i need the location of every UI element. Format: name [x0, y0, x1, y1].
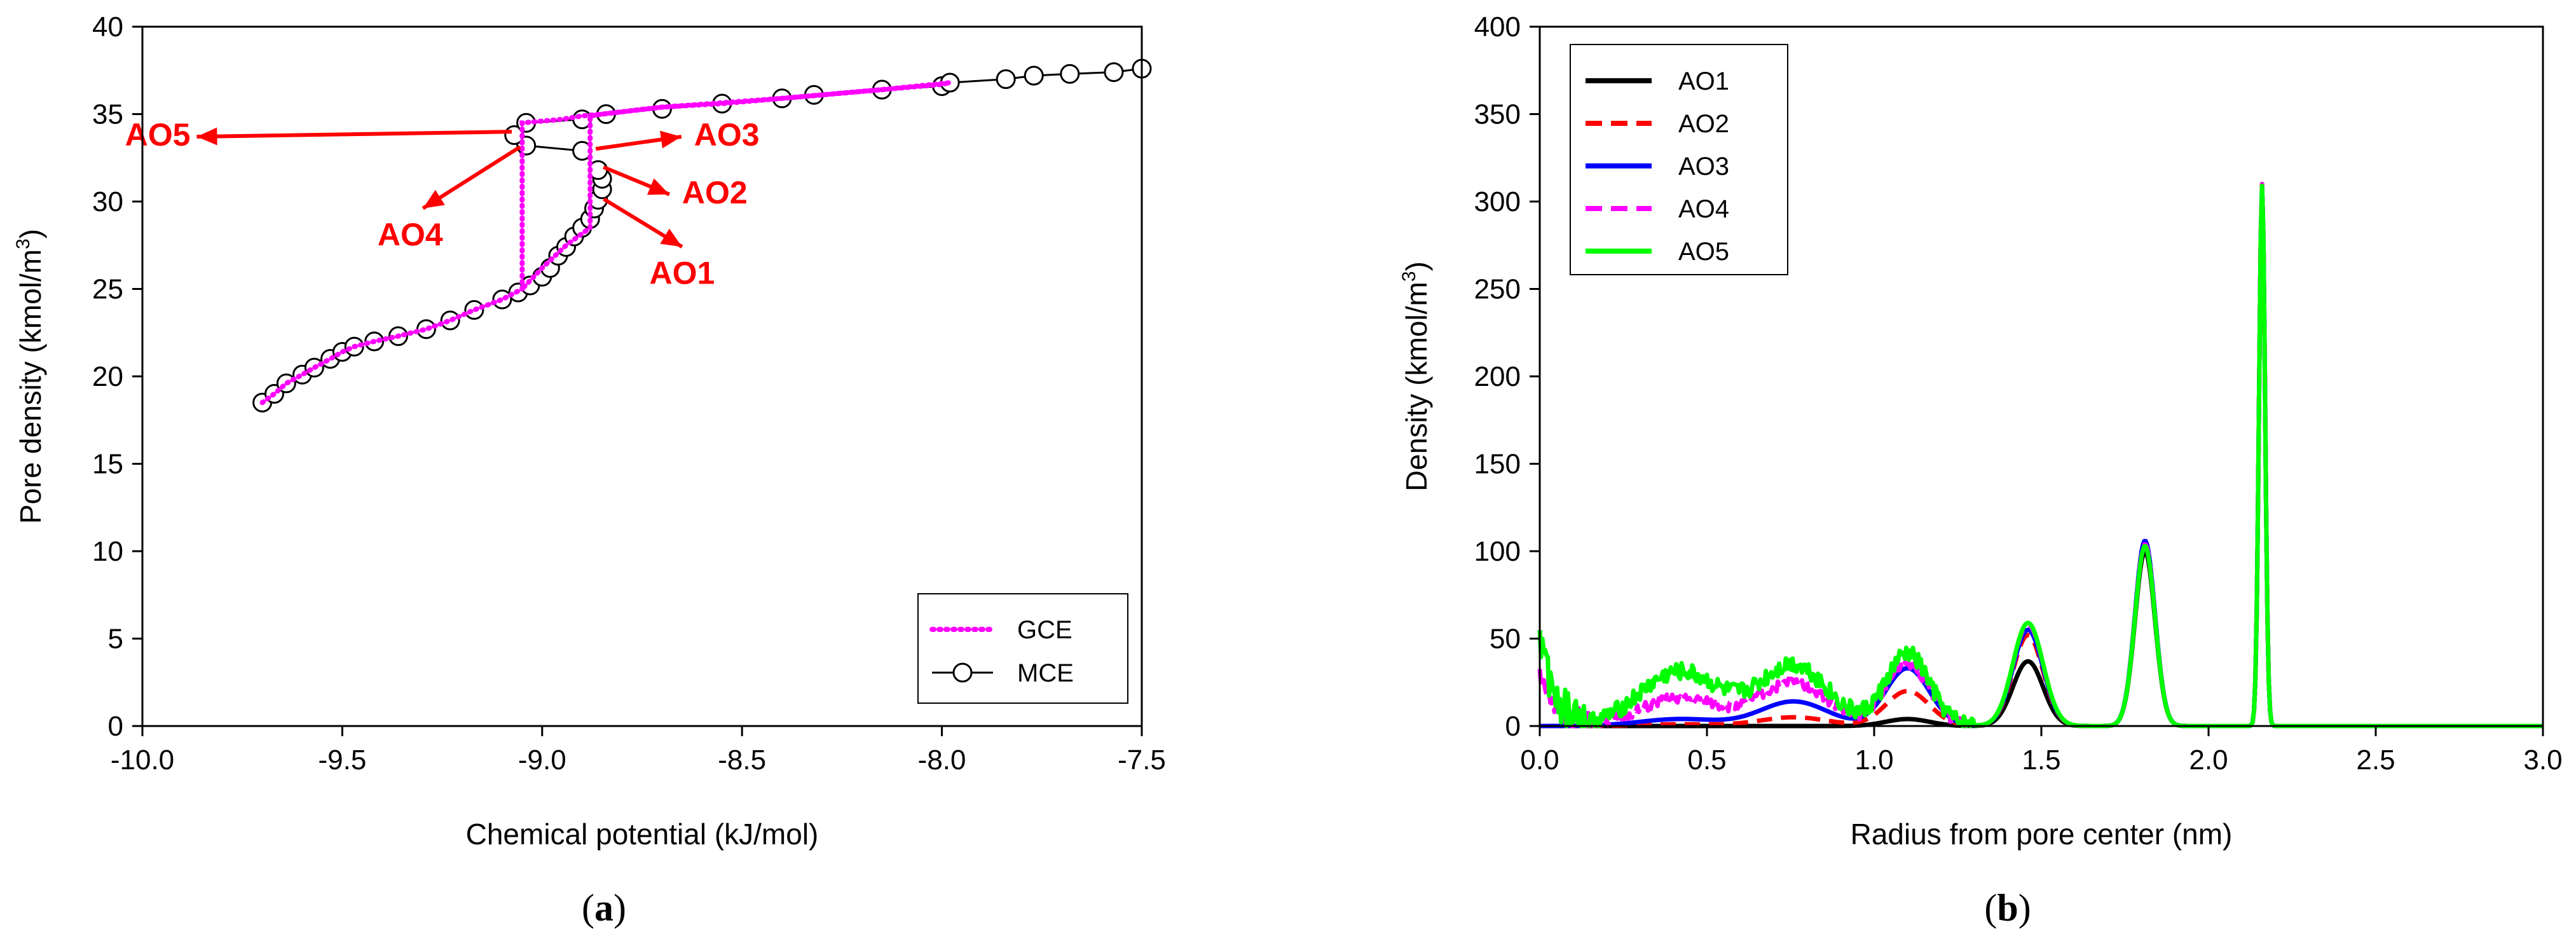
x-tick-label-a-3: -8.5 [718, 744, 766, 776]
y-tick-label-b-5: 250 [1474, 274, 1521, 305]
y-tick-label-a-2: 10 [92, 536, 123, 567]
annotations-a: AO5 AO3 AO2 AO4 AO1 [125, 117, 760, 291]
legend-box-a [917, 593, 1128, 704]
y-tick-label-a-6: 30 [92, 186, 123, 217]
x-tick-label-b-2: 1.0 [1854, 744, 1893, 776]
arrowhead-ao3 [660, 130, 682, 149]
caption-letter-a: a [594, 887, 613, 929]
y-tick-label-a-3: 15 [92, 449, 123, 480]
x-tick-label-a-2: -9.0 [518, 744, 566, 776]
x-tick-label-a-4: -8.0 [918, 744, 966, 776]
annotation-label-ao1: AO1 [649, 255, 715, 291]
y-axis-title-close-a: ) [14, 229, 47, 238]
chart-panel-b: 0.0 0.5 1.0 1.5 2.0 2.5 3.0 0 50 100 150 200 250 300… [1399, 11, 2563, 929]
x-tick-label-a-0: -10.0 [111, 744, 174, 776]
x-axis-title-a: Chemical potential (kJ/mol) [466, 818, 819, 851]
series-lines-a [252, 58, 1152, 413]
arrowhead-ao2 [647, 178, 669, 195]
annotation-label-ao5: AO5 [125, 117, 191, 153]
x-ticks-a: -10.0 -9.5 -9.0 -8.5 -8.0 -7.5 [111, 726, 1166, 776]
x-tick-label-a-1: -9.5 [318, 744, 366, 776]
y-tick-label-b-6: 300 [1474, 186, 1521, 217]
legend-label-ao5: AO5 [1678, 238, 1729, 266]
caption-letter-b: b [1997, 887, 2018, 929]
legend-label-ao4: AO4 [1678, 195, 1729, 223]
y-ticks-a: 0 5 10 15 20 25 30 35 40 [92, 11, 142, 742]
y-tick-label-a-8: 40 [92, 11, 123, 43]
y-tick-label-b-7: 350 [1474, 99, 1521, 130]
y-ticks-b: 0 50 100 150 200 250 300 350 400 [1474, 11, 1540, 742]
legend-b: AO1 AO2 AO3 AO4 AO5 [1570, 44, 1788, 275]
legend-label-mce: MCE [1017, 659, 1074, 687]
series-line-gce [259, 80, 951, 406]
annotation-label-ao3: AO3 [694, 117, 760, 153]
arrowhead-ao1 [660, 228, 682, 247]
y-tick-label-a-5: 25 [92, 274, 123, 305]
x-ticks-b: 0.0 0.5 1.0 1.5 2.0 2.5 3.0 [1520, 726, 2563, 776]
mce-point-42 [1024, 65, 1044, 86]
mce-point-41 [996, 69, 1016, 89]
caption-open-b: ( [1984, 887, 1997, 929]
y-tick-label-a-7: 35 [92, 99, 123, 130]
legend-label-ao3: AO3 [1678, 153, 1729, 181]
chart-panel-a: AO5 AO3 AO2 AO4 AO1 -10.0 -9.5 -9.0 -8.5 -8.0 -7.… [13, 11, 1166, 929]
y-axis-title-b: Density (kmol/m3) [1399, 261, 1433, 491]
x-tick-label-b-6: 3.0 [2523, 744, 2562, 776]
arrowhead-ao5 [196, 127, 217, 146]
y-tick-label-a-1: 5 [108, 624, 123, 655]
y-axis-title-sup-a: 3 [13, 238, 34, 249]
annotation-label-ao2: AO2 [682, 175, 748, 210]
annotation-label-ao4: AO4 [378, 217, 443, 252]
arrow-ao5 [196, 130, 512, 139]
y-axis-title-close-b: ) [1400, 261, 1433, 271]
x-tick-label-b-5: 2.5 [2356, 744, 2395, 776]
y-tick-label-b-1: 50 [1490, 624, 1521, 655]
y-axis-title-main-b: Density (kmol/m [1400, 282, 1433, 491]
y-axis-title-sup-b: 3 [1399, 271, 1420, 282]
y-axis-title-a: Pore density (kmol/m3) [13, 229, 47, 524]
y-tick-label-b-0: 0 [1505, 711, 1521, 742]
y-tick-label-b-4: 200 [1474, 361, 1521, 392]
y-tick-label-b-3: 150 [1474, 449, 1521, 480]
y-tick-label-a-4: 20 [92, 361, 123, 392]
legend-label-ao2: AO2 [1678, 110, 1729, 138]
arrowhead-ao4 [423, 189, 445, 209]
x-tick-label-b-1: 0.5 [1687, 744, 1726, 776]
caption-a: (a) [582, 887, 626, 929]
x-tick-label-b-0: 0.0 [1520, 744, 1559, 776]
legend-swatch-mce-marker [952, 662, 973, 683]
caption-b: (b) [1984, 887, 2031, 929]
y-tick-label-b-8: 400 [1474, 11, 1521, 43]
caption-open-a: ( [582, 887, 594, 929]
legend-a: GCE MCE [917, 593, 1128, 704]
x-tick-label-b-4: 2.0 [2189, 744, 2228, 776]
mce-point-43 [1060, 64, 1080, 84]
y-tick-label-b-2: 100 [1474, 536, 1521, 567]
caption-close-a: ) [613, 887, 626, 929]
mce-point-44 [1104, 62, 1124, 82]
x-axis-title-b: Radius from pore center (nm) [1851, 818, 2233, 851]
caption-close-b: ) [2018, 887, 2031, 929]
y-tick-label-a-0: 0 [108, 711, 123, 742]
x-tick-label-a-5: -7.5 [1118, 744, 1166, 776]
legend-label-ao1: AO1 [1678, 67, 1729, 95]
legend-label-gce: GCE [1017, 616, 1072, 644]
x-tick-label-b-3: 1.5 [2022, 744, 2060, 776]
y-axis-title-main-a: Pore density (kmol/m [14, 249, 47, 524]
